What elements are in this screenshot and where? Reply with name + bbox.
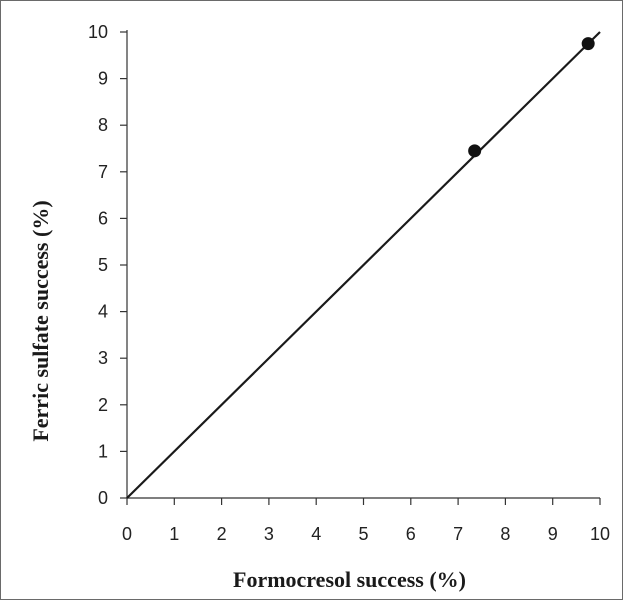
- data-point: [468, 144, 482, 158]
- y-axis-title: Ferric sulfate success (%): [28, 200, 53, 441]
- y-tick-label: 9: [98, 69, 108, 89]
- y-tick-label: 2: [98, 395, 108, 415]
- x-tick-label: 9: [548, 524, 558, 544]
- reference-line-group: [126, 31, 601, 499]
- y-tick-label: 4: [98, 302, 108, 322]
- y-axis: 0 1 2 3 4 5 6 7 8 9 10: [88, 22, 128, 508]
- x-axis: 0 1 2 3 4 5 6 7 8 9 10: [122, 497, 610, 544]
- x-tick-label: 7: [453, 524, 463, 544]
- data-point: [581, 37, 595, 51]
- y-tick-label: 6: [98, 208, 108, 228]
- x-tick-label: 6: [406, 524, 416, 544]
- y-tick-label: 7: [98, 162, 108, 182]
- y-tick-label: 1: [98, 441, 108, 461]
- y-tick-label: 8: [98, 115, 108, 135]
- y-tick-label: 3: [98, 348, 108, 368]
- x-tick-label: 8: [500, 524, 510, 544]
- x-tick-label: 10: [590, 524, 610, 544]
- x-tick-label: 3: [264, 524, 274, 544]
- reference-line: [126, 31, 601, 499]
- x-tick-label: 0: [122, 524, 132, 544]
- y-tick-label: 10: [88, 22, 108, 42]
- x-tick-label: 4: [311, 524, 321, 544]
- data-points: [468, 37, 595, 158]
- x-tick-label: 2: [217, 524, 227, 544]
- x-tick-label: 1: [169, 524, 179, 544]
- x-tick-label: 5: [358, 524, 368, 544]
- y-tick-label: 5: [98, 255, 108, 275]
- x-axis-title: Formocresol success (%): [233, 567, 466, 592]
- y-tick-label: 0: [98, 488, 108, 508]
